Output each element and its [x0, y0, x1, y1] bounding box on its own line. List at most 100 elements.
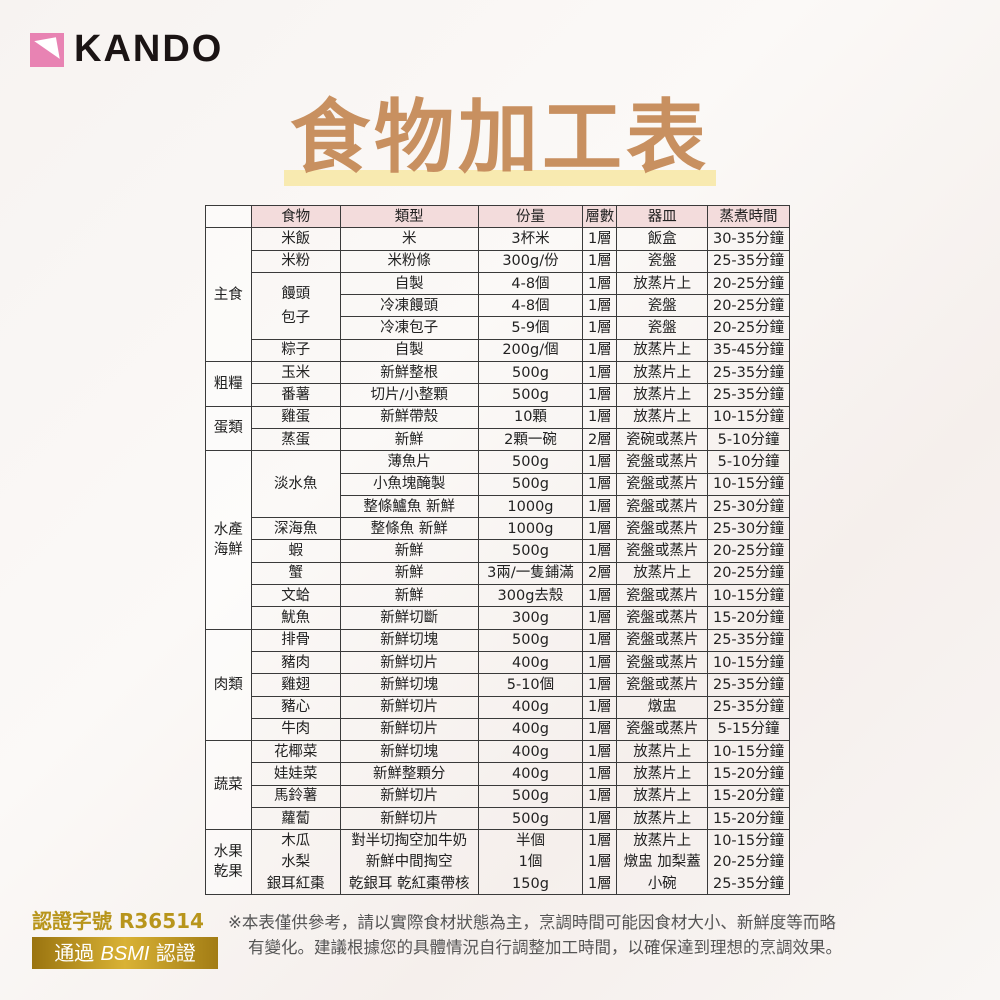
- food-cell: 米粉: [250, 249, 341, 273]
- amount-cell: 300g: [477, 606, 584, 630]
- type-cell: 新鮮: [339, 539, 479, 563]
- food-cell: 米飯: [250, 227, 341, 251]
- amount-cell: 500g: [477, 807, 584, 831]
- type-cell: 冷凍包子: [339, 316, 479, 340]
- amount-cell: 4-8個: [477, 271, 584, 296]
- dish-cell: 瓷盤: [616, 249, 709, 273]
- time-cell: 10-15分鐘: [707, 472, 790, 496]
- table-row: 雞翅 新鮮切塊 5-10個 1層 瓷盤或蒸片 25-35分鐘: [206, 673, 790, 697]
- table-row: 魷魚 新鮮切斷 300g 1層 瓷盤或蒸片 15-20分鐘: [206, 606, 790, 630]
- layers-cell: 1層: [582, 405, 618, 429]
- amount-cell: 400g: [477, 762, 584, 786]
- header-category: [205, 204, 252, 229]
- table-row: 粽子 自製 200g/個 1層 放蒸片上 35-45分鐘: [206, 338, 790, 363]
- layers-cell: 1層: [582, 361, 618, 385]
- note-line-2: 有變化。建議根據您的具體情況自行調整加工時間，以確保達到理想的烹調效果。: [248, 938, 842, 957]
- header-layers: 層數: [582, 204, 618, 229]
- layers-cell: 2層: [582, 561, 618, 586]
- layers-cell: 1層: [582, 450, 618, 474]
- amount-cell: 400g: [477, 695, 584, 719]
- dish-cell: 瓷盤或蒸片: [616, 606, 709, 630]
- type-cell: 乾銀耳 乾紅棗帶核: [339, 872, 479, 896]
- time-cell: 10-15分鐘: [707, 584, 790, 608]
- time-cell: 25-35分鐘: [707, 628, 790, 652]
- type-cell: 新鮮切塊: [339, 628, 479, 652]
- kando-logo-icon: [30, 32, 64, 67]
- table-row: 蟹新鮮 3兩/一隻鋪滿 2層 放蒸片上 20-25分鐘: [206, 561, 790, 586]
- layers-cell: 1層: [582, 294, 618, 318]
- type-cell: 新鮮切片: [339, 784, 479, 809]
- type-cell: 新鮮切斷: [339, 606, 479, 630]
- layers-cell: 1層: [582, 249, 618, 273]
- amount-cell: 4-8個: [477, 294, 584, 318]
- layers-cell: 1層: [582, 762, 618, 786]
- category-cell: 粗糧: [205, 361, 252, 407]
- time-cell: 5-10分鐘: [707, 450, 790, 474]
- food-cell: 淡水魚: [250, 450, 341, 519]
- layers-cell: 1層: [582, 628, 618, 652]
- type-cell: 新鮮切塊: [339, 673, 479, 697]
- dish-cell: 瓷盤: [616, 316, 709, 340]
- time-cell: 20-25分鐘: [707, 294, 790, 318]
- amount-cell: 1個: [477, 851, 584, 873]
- type-cell: 自製: [339, 338, 479, 363]
- type-cell: 新鮮整根: [339, 361, 479, 385]
- dish-cell: 放蒸片上: [616, 383, 709, 407]
- food-cell: 排骨: [250, 628, 341, 652]
- layers-cell: 1層: [582, 539, 618, 563]
- food-cell: 花椰菜: [250, 740, 341, 764]
- time-cell: 20-25分鐘: [707, 561, 790, 586]
- type-cell: 新鮮切塊: [339, 740, 479, 764]
- type-cell: 對半切掏空加牛奶: [339, 829, 479, 852]
- dish-cell: 瓷盤或蒸片: [616, 539, 709, 563]
- layers-cell: 1層: [582, 673, 618, 697]
- type-cell: 新鮮切片: [339, 650, 479, 675]
- food-cell: 粽子: [250, 338, 341, 363]
- food-cell: 饅頭 包子: [250, 271, 341, 340]
- layers-cell: 1層: [582, 316, 618, 340]
- food-cell: 蟹: [250, 561, 341, 586]
- time-cell: 35-45分鐘: [707, 338, 790, 363]
- amount-cell: 300g去殼: [477, 584, 584, 608]
- certification-number: 認證字號 R36514: [32, 909, 204, 933]
- amount-cell: 1000g: [477, 517, 584, 541]
- food-cell: 蒸蛋: [250, 427, 341, 452]
- page-title: 食物加工表: [284, 88, 716, 188]
- table-row: 蘿蔔 新鮮切片 500g 1層 放蒸片上 15-20分鐘: [206, 807, 790, 831]
- time-cell: 20-25分鐘: [707, 851, 790, 873]
- dish-cell: 瓷盤或蒸片: [616, 628, 709, 652]
- food-cell: 魷魚: [250, 606, 341, 630]
- layers-cell: 1層: [582, 338, 618, 363]
- time-cell: 5-10分鐘: [707, 427, 790, 452]
- food-cell: 蝦: [250, 539, 341, 563]
- table-row: 水產 海鮮 淡水魚 薄魚片 500g 1層 瓷盤或蒸片 5-10分鐘: [205, 450, 790, 630]
- dish-cell: 瓷盤或蒸片: [616, 517, 709, 541]
- brand-logo: KANDO: [30, 28, 223, 71]
- time-cell: 25-35分鐘: [707, 383, 790, 407]
- badge-mark: BSMI: [100, 943, 150, 965]
- layers-cell: 1層: [582, 271, 618, 296]
- type-cell: 新鮮: [339, 584, 479, 608]
- type-cell: 米: [339, 227, 479, 251]
- time-cell: 25-35分鐘: [707, 361, 790, 385]
- amount-cell: 500g: [477, 361, 584, 385]
- amount-cell: 500g: [477, 472, 584, 496]
- dish-cell: 瓷盤或蒸片: [616, 450, 709, 474]
- type-cell: 切片/小整顆: [339, 383, 479, 407]
- dish-cell: 飯盒: [616, 227, 709, 251]
- table-row: 蛋類 雞蛋 新鮮帶殼 10顆 1層 放蒸片上 10-15分鐘: [205, 405, 790, 452]
- note-line-1: ※本表僅供參考，請以實際食材狀態為主，烹調時間可能因食材大小、新鮮度等而略: [228, 913, 836, 932]
- table-row: 娃娃菜 新鮮整顆分 400g 1層 放蒸片上 15-20分鐘: [206, 762, 790, 786]
- amount-cell: 1000g: [477, 494, 584, 519]
- table-row: 牛肉 新鮮切片 400g 1層 瓷盤或蒸片 5-15分鐘: [206, 717, 790, 742]
- layers-cell: 1層: [582, 784, 618, 809]
- table-row: 蝦新鮮 500g 1層 瓷盤或蒸片 20-25分鐘: [206, 539, 790, 563]
- dish-cell: 瓷盤或蒸片: [616, 717, 709, 742]
- food-cell: 雞翅: [250, 673, 341, 697]
- food-cell: 蘿蔔: [250, 807, 341, 831]
- amount-cell: 3兩/一隻鋪滿: [477, 561, 584, 586]
- dish-cell: 瓷盤或蒸片: [616, 584, 709, 608]
- food-cell: 娃娃菜: [250, 762, 341, 786]
- time-cell: 25-30分鐘: [707, 494, 790, 519]
- food-cell: 雞蛋: [250, 405, 341, 429]
